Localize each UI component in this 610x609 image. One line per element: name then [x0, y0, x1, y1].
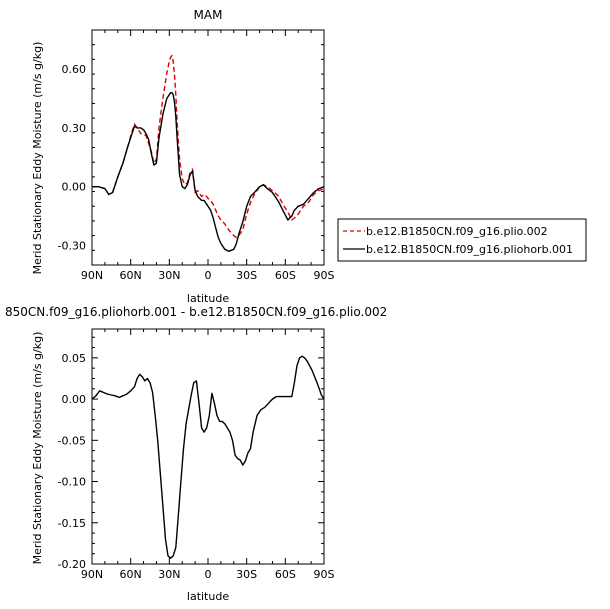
- chart-top-xtick-label: 60S: [275, 269, 296, 282]
- chart-top-ytick-label: 0.00: [62, 181, 87, 194]
- legend-label-pliohorb: b.e12.B1850CN.f09_g16.pliohorb.001: [366, 243, 573, 256]
- chart-top-legend: b.e12.B1850CN.f09_g16.plio.002 b.e12.B18…: [337, 218, 587, 262]
- chart-bottom-xlabel: latitude: [187, 590, 229, 603]
- chart-top-xtick-label: 0: [205, 269, 212, 282]
- chart-top-plot-frame: [91, 29, 325, 266]
- chart-top-xlabel: latitude: [187, 292, 229, 305]
- chart-bottom-xtick-label: 60S: [275, 568, 296, 581]
- chart-bottom-ylabel: Merid Stationary Eddy Moisture (m/s g/kg…: [31, 332, 44, 565]
- chart-bottom-title: 850CN.f09_g16.pliohorb.001 - b.e12.B1850…: [5, 305, 387, 319]
- chart-bottom-ytick-label: -0.15: [58, 517, 86, 530]
- legend-box: [337, 218, 587, 262]
- chart-top-ytick-label: -0.30: [58, 239, 86, 252]
- chart-top-ytick-label: 0.60: [62, 63, 87, 76]
- chart-bottom: 850CN.f09_g16.pliohorb.001 - b.e12.B1850…: [5, 305, 387, 603]
- chart-top-xtick-label: 90N: [81, 269, 103, 282]
- chart-top-xtick-label: 30N: [158, 269, 180, 282]
- chart-bottom-ytick-label: -0.10: [58, 476, 86, 489]
- chart-bottom-ytick-label: -0.05: [58, 434, 86, 447]
- chart-bottom-xtick-label: 90N: [81, 568, 103, 581]
- chart-top-ytick-label: 0.30: [62, 122, 87, 135]
- chart-bottom-xtick-label: 30S: [236, 568, 257, 581]
- chart-bottom-ytick-label: 0.00: [62, 393, 87, 406]
- chart-top-title: MAM: [194, 8, 223, 22]
- chart-bottom-ytick-label: -0.20: [58, 558, 86, 571]
- chart-top-series-1-line: [92, 91, 325, 253]
- chart-bottom-series-0-line: [91, 355, 325, 559]
- chart-bottom-xtick-label: 30N: [158, 568, 180, 581]
- chart-bottom-plot-frame: [91, 328, 325, 565]
- chart-bottom-ytick-label: 0.05: [62, 352, 87, 365]
- chart-top-xtick-label: 30S: [236, 269, 257, 282]
- chart-top-xtick-label: 90S: [314, 269, 335, 282]
- chart-top-ylabel: Merid Stationary Eddy Moisture (m/s g/kg…: [31, 42, 44, 275]
- legend-label-plio: b.e12.B1850CN.f09_g16.plio.002: [366, 225, 548, 238]
- chart-top: MAM Merid Stationary Eddy Moisture (m/s …: [31, 8, 335, 305]
- chart-top-xtick-label: 60N: [120, 269, 142, 282]
- chart-bottom-xtick-label: 0: [205, 568, 212, 581]
- chart-bottom-xtick-label: 90S: [314, 568, 335, 581]
- chart-top-series-0-line: [92, 54, 325, 239]
- chart-bottom-xtick-label: 60N: [120, 568, 142, 581]
